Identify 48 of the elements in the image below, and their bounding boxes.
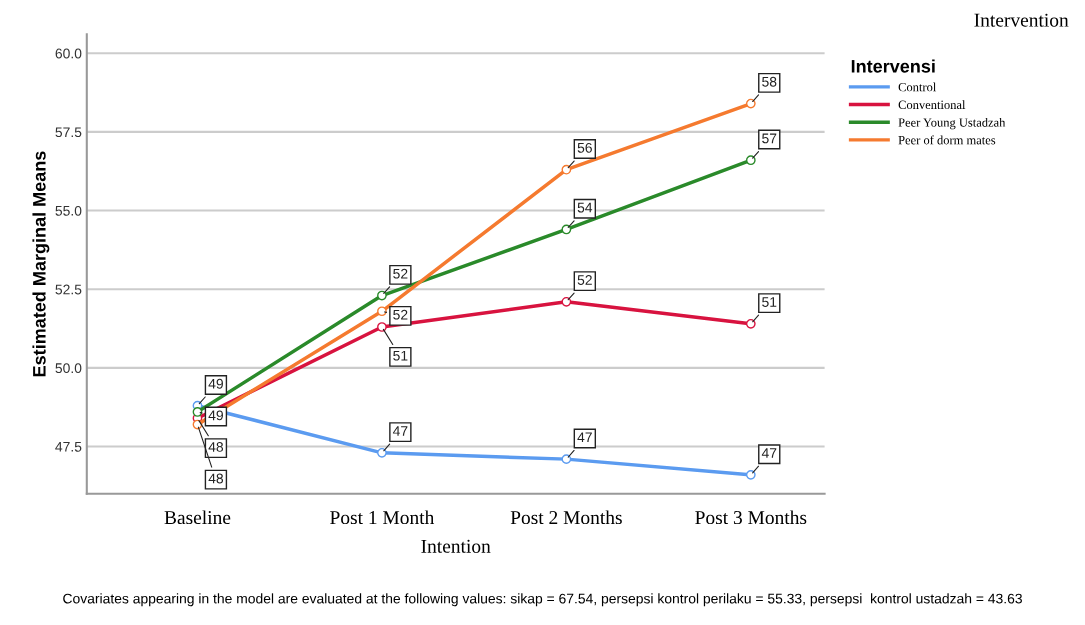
data-label: 52 (393, 268, 408, 279)
point (745, 318, 756, 329)
data-label: 51 (393, 350, 408, 361)
legend-label: Control (898, 82, 937, 92)
point (377, 447, 387, 458)
data-label: 54 (577, 202, 593, 213)
y-tick-label: 60.0 (55, 48, 82, 59)
legend-label: Conventional (898, 100, 966, 110)
data-label: 52 (577, 275, 592, 285)
data-label: 47 (761, 448, 777, 458)
point (745, 470, 756, 480)
text: Covariates appearing in the model are evaluated at the following values: sikap = 67.54, persepsi kontrol perilaku = 55.33, persepsi kontrol ustadzah = 43.63 (63, 593, 1022, 607)
point (561, 454, 572, 465)
text: Intervention (974, 13, 1069, 27)
point (745, 155, 756, 166)
data-label: 47 (392, 426, 408, 436)
data-label: 49 (208, 410, 223, 421)
point (561, 224, 572, 235)
point (192, 407, 203, 417)
data-label: 48 (208, 473, 224, 484)
data-label: 49 (208, 378, 223, 389)
point (377, 322, 387, 332)
y-tick-label: 50.0 (55, 363, 82, 374)
data-label: 56 (577, 142, 592, 153)
x-axis-title: Intention (421, 539, 491, 553)
data-label: 57 (762, 133, 777, 144)
data-label: 52 (393, 309, 408, 320)
y-tick-label: 47.5 (55, 442, 82, 452)
point (377, 306, 387, 317)
y-axis-title: Estimated Marginal Means (32, 151, 50, 377)
point (745, 98, 756, 109)
point (561, 164, 572, 175)
legend-label: Peer of dorm mates (898, 135, 996, 145)
y-tick-label: 55.0 (55, 205, 82, 216)
data-label: 51 (762, 297, 777, 307)
data-label: 58 (762, 76, 777, 87)
point (377, 290, 387, 301)
x-tick-label: Post 1 Month (330, 510, 435, 525)
y-tick-label: 52.5 (55, 284, 82, 295)
legend-label: Peer Young Ustadzah (898, 117, 1006, 130)
x-tick-label: Baseline (164, 510, 231, 525)
legend-title: Intervensi (851, 59, 935, 73)
x-tick-label: Post 3 Months (695, 510, 807, 525)
y-tick-label: 57.5 (55, 127, 82, 138)
point (561, 296, 572, 307)
x-tick-label: Post 2 Months (510, 510, 622, 525)
data-label: 48 (208, 441, 224, 452)
data-label: 47 (577, 432, 592, 443)
